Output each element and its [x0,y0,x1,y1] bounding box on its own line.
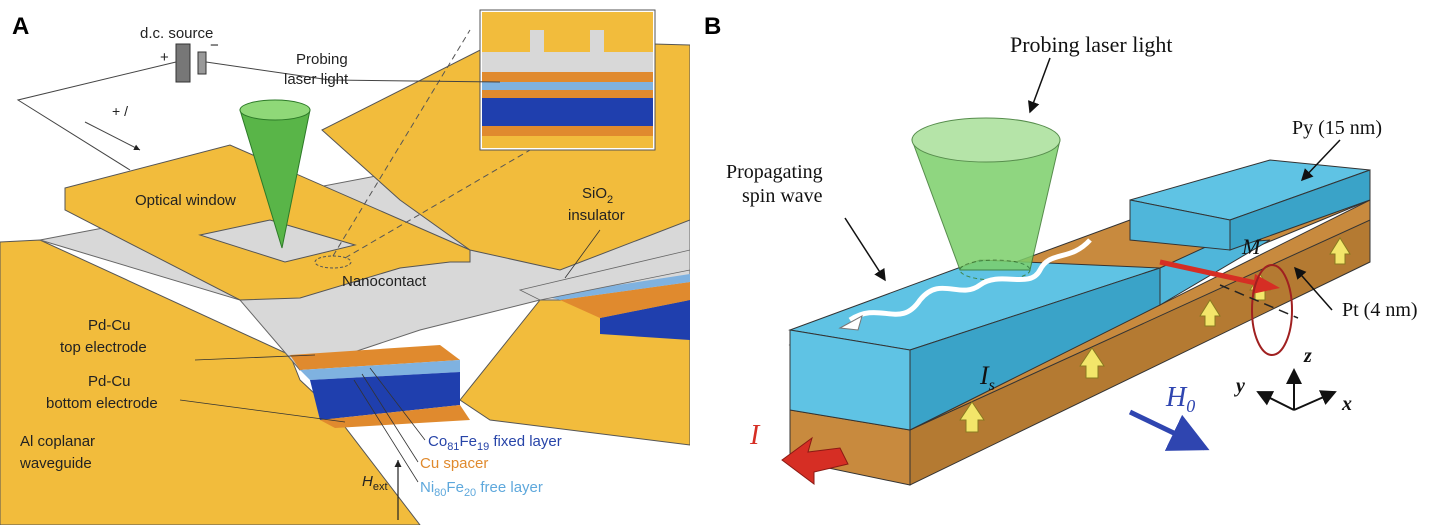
current-arrow [84,121,141,151]
laser-cone-b [911,117,1061,281]
axis-y-label: y [1234,375,1245,397]
probing-line2: laser light [284,71,349,88]
panel-a-diagram: A d.c. source + − + / Probing laser ligh… [0,9,690,525]
probing-line1: Probing [296,51,348,68]
fixed-layer-label: Co81Fe19 fixed layer [428,433,562,453]
axis-z-label: z [1303,345,1312,367]
i-label: I [749,420,761,451]
panel-b: B Probing laser light Propagating spin w… [690,0,1436,525]
current-arrow-b [781,436,849,485]
spin-wave [848,238,1092,323]
bottom-electrode-line2: bottom electrode [46,395,158,412]
nanocontact-label: Nanocontact [342,273,427,290]
m-label: M [1241,234,1262,259]
optical-window-label: Optical window [135,192,236,209]
h0-arrow [1128,409,1210,451]
laser-cone [239,99,311,249]
top-electrode-line2: top electrode [60,339,147,356]
leader-spacer [361,373,419,463]
dc-source-label: d.c. source [140,25,213,42]
layer-lightblue-right [545,274,690,300]
axes-icon [1256,368,1337,411]
inset-stack [479,9,656,151]
spin-wave-head [838,314,863,331]
plus-label: + [160,49,169,66]
layer-dark-blue-right [600,300,690,340]
propagating-line1: Propagating [726,161,823,183]
top-electrode-line1: Pd-Cu [88,317,131,334]
leader-spin-wave [844,217,886,282]
leader-pt [1294,266,1333,311]
spacer-label: Cu spacer [420,455,488,472]
free-layer-label: Ni80Fe20 free layer [420,479,543,499]
panel-b-letter: B [704,13,721,40]
leader-sio2 [564,229,601,279]
layer-orange-stack [290,345,460,370]
pt-label: Pt (4 nm) [1342,299,1418,321]
probing-label-b: Probing laser light [1010,32,1173,57]
magnetization-arrow [1159,259,1266,288]
layer-orange-bottom [320,405,470,428]
spin-current-arrows [959,237,1351,433]
dc-source-icon [175,43,207,83]
inset-guide-left [332,29,471,257]
hext-label: Hext [362,473,388,493]
leader-probing [1028,57,1051,114]
py-label: Py (15 nm) [1292,117,1382,139]
nanocontact-ellipse [314,255,352,269]
leader-free [353,379,419,483]
optical-window [198,219,357,263]
panel-a-letter: A [12,13,29,40]
wire-2 [205,61,501,83]
sio2-label: SiO2 [582,185,613,206]
wire [16,61,177,171]
layer-orange-right [560,282,690,318]
layer-lightblue-stack [300,360,460,380]
leader-bottom-electrode [179,399,346,423]
precession-axis [1219,284,1299,319]
h0-label: H0 [1165,382,1195,416]
waveguide-line1: Al coplanar [20,433,95,450]
propagating-line2: spin wave [742,185,823,207]
precession-ellipse [1251,264,1293,356]
leader-py [1300,139,1341,182]
leader-top-electrode [194,354,316,361]
layer-darkblue-stack [310,372,460,420]
py-right-side [1229,169,1371,251]
waveguide-line2: waveguide [19,455,92,472]
minus-label: − [210,37,219,54]
leader-fixed [369,367,426,441]
axis-x-label: x [1341,393,1352,415]
panel-b-diagram: B Probing laser light Propagating spin w… [704,13,1418,486]
is-label: Is [979,361,995,394]
sio2-strip [518,249,690,301]
panel-a: A d.c. source + − + / Probing laser ligh… [0,0,690,525]
bottom-electrode-line1: Pd-Cu [88,373,131,390]
sio2-insulator-label: insulator [568,207,625,224]
magnetization-arrowhead [1252,274,1280,294]
current-label: + / [112,103,128,119]
